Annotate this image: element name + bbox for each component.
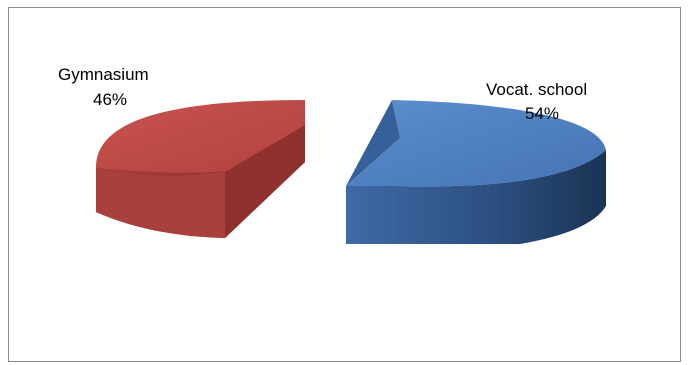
pie-slice-gymnasium <box>95 100 305 238</box>
gymnasium-category-label: Gymnasium <box>58 65 149 84</box>
pie-slice-vocat-school <box>346 100 606 244</box>
vocat-school-value-label: 54% <box>525 104 559 123</box>
gymnasium-value-label: 46% <box>93 90 127 109</box>
vocat-school-category-label: Vocat. school <box>486 80 587 99</box>
